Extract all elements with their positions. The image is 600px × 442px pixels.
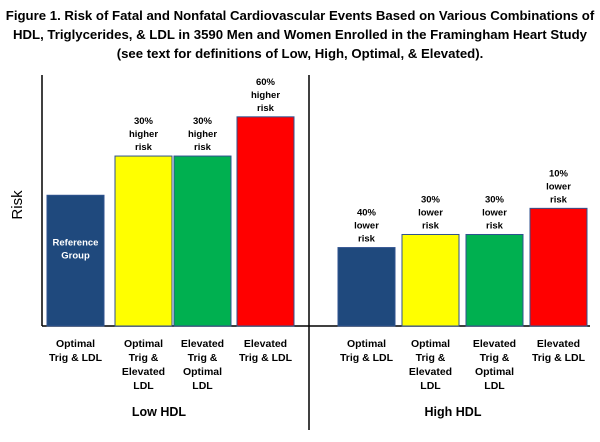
category-label-line: Trig & LDL: [49, 352, 103, 364]
data-label-line: lower: [482, 207, 507, 218]
data-label-line: risk: [550, 194, 568, 205]
group-label: Low HDL: [132, 405, 187, 419]
data-label: 30% lower risk: [418, 194, 443, 231]
bar: [401, 233, 460, 327]
category-label-line: Trig &: [129, 352, 159, 364]
reference-group-label: Reference Group: [53, 237, 99, 261]
data-label-line: higher: [129, 129, 158, 140]
category-label-line: LDL: [420, 380, 441, 392]
chart-title: Figure 1. Risk of Fatal and Nonfatal Car…: [0, 6, 600, 63]
bar: [529, 207, 588, 327]
data-label-line: lower: [546, 181, 571, 192]
bar: [46, 194, 105, 327]
data-label-line: 10%: [549, 168, 569, 179]
data-label: 10% lower risk: [546, 168, 571, 205]
category-label-line: Optimal: [411, 338, 450, 350]
reference-group-label-line: Group: [61, 250, 90, 261]
bar: [114, 155, 173, 327]
data-label-line: higher: [251, 90, 280, 101]
category-label: Optimal Trig & LDL: [340, 338, 394, 364]
data-label-line: lower: [418, 207, 443, 218]
data-label: 60% higher risk: [251, 77, 280, 114]
category-label-line: Optimal: [183, 366, 222, 378]
data-label-line: risk: [194, 142, 212, 153]
category-label-line: Trig &: [188, 352, 218, 364]
bar: [236, 116, 295, 327]
data-label-line: risk: [422, 220, 440, 231]
reference-group-label-line: Reference: [53, 237, 99, 248]
data-label-line: lower: [354, 221, 379, 232]
category-label: Elevated Trig & Optimal LDL: [473, 338, 516, 392]
data-label-line: 30%: [485, 194, 505, 205]
category-label-line: LDL: [192, 380, 213, 392]
category-label-line: Elevated: [409, 366, 452, 378]
category-label-line: LDL: [484, 380, 505, 392]
category-label-line: Elevated: [244, 338, 287, 350]
category-label-line: Trig &: [480, 352, 510, 364]
y-axis-label: Risk: [9, 190, 26, 220]
category-label-line: Elevated: [122, 366, 165, 378]
category-label-line: Trig & LDL: [340, 352, 394, 364]
category-label-line: Elevated: [181, 338, 224, 350]
data-label-line: 30%: [193, 116, 213, 127]
data-label-line: risk: [486, 220, 504, 231]
data-label-line: risk: [358, 234, 376, 245]
data-label-line: risk: [257, 103, 275, 114]
data-label: 40% lower risk: [354, 208, 379, 245]
data-label: 30% higher risk: [188, 116, 217, 153]
category-label-line: Elevated: [537, 338, 580, 350]
category-label-line: Optimal: [347, 338, 386, 350]
category-label-line: Optimal: [56, 338, 95, 350]
title-line-2: HDL, Triglycerides, & LDL in 3590 Men an…: [12, 27, 587, 42]
category-label-line: LDL: [133, 380, 154, 392]
category-label: Optimal Trig & Elevated LDL: [409, 338, 452, 392]
group-label: High HDL: [425, 405, 482, 419]
category-label: Optimal Trig & LDL: [49, 338, 103, 364]
data-label-line: 40%: [357, 208, 377, 219]
category-label: Elevated Trig & LDL: [239, 338, 293, 364]
data-label: 30% higher risk: [129, 116, 158, 153]
data-label-line: higher: [188, 129, 217, 140]
bar: [173, 155, 232, 327]
category-label: Elevated Trig & LDL: [532, 338, 586, 364]
data-label-line: 60%: [256, 77, 276, 88]
data-label: 30% lower risk: [482, 194, 507, 231]
data-label-line: risk: [135, 142, 153, 153]
data-label-line: 30%: [134, 116, 154, 127]
title-line-1: Figure 1. Risk of Fatal and Nonfatal Car…: [5, 8, 595, 23]
category-label-line: Trig &: [416, 352, 446, 364]
bar: [337, 247, 396, 327]
category-label-line: Trig & LDL: [239, 352, 293, 364]
category-label-line: Optimal: [124, 338, 163, 350]
bar: [465, 233, 524, 327]
category-label-line: Elevated: [473, 338, 516, 350]
category-label-line: Optimal: [475, 366, 514, 378]
title-line-3: (see text for definitions of Low, High, …: [116, 46, 484, 61]
data-label-line: 30%: [421, 194, 441, 205]
category-label: Elevated Trig & Optimal LDL: [181, 338, 224, 392]
category-label-line: Trig & LDL: [532, 352, 586, 364]
category-label: Optimal Trig & Elevated LDL: [122, 338, 165, 392]
